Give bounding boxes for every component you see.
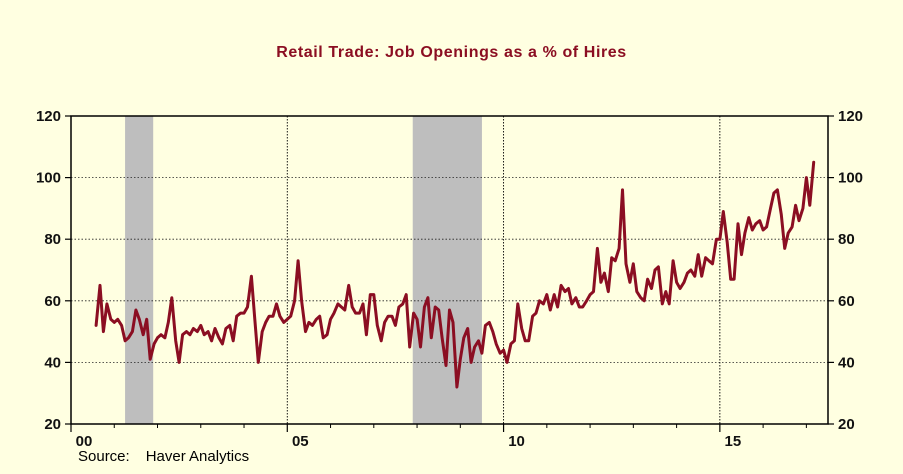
series-line-0 <box>94 160 816 389</box>
ytick-label-left-120: 120 <box>36 108 61 125</box>
chart-title: Retail Trade: Job Openings as a % of Hir… <box>276 44 627 61</box>
source-label: Source: <box>78 448 130 465</box>
ytick-label-left-60: 60 <box>44 293 61 310</box>
ytick-label-right-80: 80 <box>838 231 855 248</box>
source-text: Haver Analytics <box>145 448 250 465</box>
xtick-label-2000: 00 <box>76 433 93 450</box>
ytick-label-right-20: 20 <box>838 416 855 433</box>
ytick-label-left-20: 20 <box>44 416 61 433</box>
ytick-label-right-100: 100 <box>838 170 863 187</box>
plot-frame <box>70 115 829 425</box>
recession-band-0 <box>125 116 154 424</box>
ytick-label-right-40: 40 <box>838 354 855 371</box>
xtick-label-2010: 10 <box>508 433 525 450</box>
recession-band-1 <box>412 116 482 424</box>
ytick-label-right-120: 120 <box>838 108 863 125</box>
xtick-label-2015: 15 <box>725 433 742 450</box>
source-line: Source: Haver Analytics <box>78 448 249 465</box>
ytick-label-left-40: 40 <box>44 354 61 371</box>
xtick-label-2005: 05 <box>292 433 309 450</box>
ytick-label-left-100: 100 <box>36 170 61 187</box>
ytick-label-left-80: 80 <box>44 231 61 248</box>
ytick-label-right-60: 60 <box>838 293 855 310</box>
